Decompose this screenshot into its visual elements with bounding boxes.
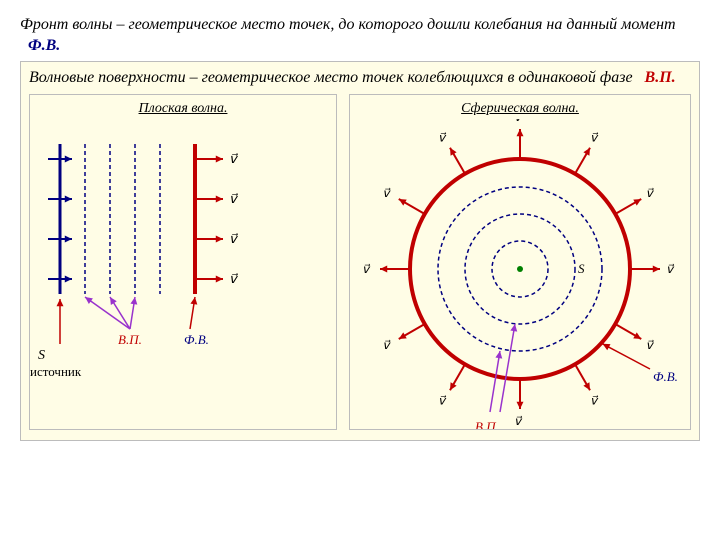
svg-text:S: S xyxy=(38,348,45,363)
svg-text:v⃗: v⃗ xyxy=(590,394,599,408)
svg-text:v⃗: v⃗ xyxy=(229,231,239,246)
svg-text:v⃗: v⃗ xyxy=(514,414,523,428)
def2-text: Волновые поверхности – геометрическое ме… xyxy=(29,69,633,86)
svg-text:В.П.: В.П. xyxy=(475,419,499,429)
svg-text:v⃗: v⃗ xyxy=(438,131,447,145)
svg-text:v⃗: v⃗ xyxy=(590,131,599,145)
spherical-wave-svg: Sv⃗ v⃗ v⃗ v⃗ v⃗ v⃗ v⃗ v⃗ v⃗ v⃗ v⃗ v⃗ В.П. Ф.В. xyxy=(350,119,690,429)
svg-text:v⃗: v⃗ xyxy=(666,262,675,276)
definition-wave-surface: Волновые поверхности – геометрическое ме… xyxy=(29,68,691,89)
svg-text:v⃗: v⃗ xyxy=(229,191,239,206)
svg-text:Ф.В.: Ф.В. xyxy=(653,369,678,384)
svg-text:v⃗: v⃗ xyxy=(362,262,371,276)
svg-text:v⃗: v⃗ xyxy=(229,151,239,166)
svg-text:v⃗: v⃗ xyxy=(646,338,655,352)
svg-text:v⃗: v⃗ xyxy=(229,271,239,286)
def2-abbr: В.П. xyxy=(645,69,676,86)
panel-spherical-wave: Сферическая волна. Sv⃗ v⃗ v⃗ v⃗ v⃗ v⃗ v⃗ v⃗ v⃗ v⃗… xyxy=(349,94,691,430)
svg-text:v⃗: v⃗ xyxy=(646,186,655,200)
svg-text:источник: источник xyxy=(30,364,82,379)
svg-text:S: S xyxy=(578,261,585,276)
definition-wave-front: Фронт волны – геометрическое место точек… xyxy=(20,15,700,57)
spherical-wave-title: Сферическая волна. xyxy=(350,95,690,119)
outer-box: Волновые поверхности – геометрическое ме… xyxy=(20,61,700,442)
diagram-row: Плоская волна. v⃗ v⃗ v⃗ v⃗ Sисточник В.П. Ф.В.… xyxy=(29,94,691,430)
svg-text:В.П.: В.П. xyxy=(118,332,142,347)
def1-text: Фронт волны – геометрическое место точек… xyxy=(20,16,676,33)
plane-wave-title: Плоская волна. xyxy=(30,95,336,119)
svg-text:v⃗: v⃗ xyxy=(382,338,391,352)
panel-plane-wave: Плоская волна. v⃗ v⃗ v⃗ v⃗ Sисточник В.П. Ф.В. xyxy=(29,94,337,430)
svg-text:v⃗: v⃗ xyxy=(382,186,391,200)
svg-text:v⃗: v⃗ xyxy=(514,119,523,124)
def1-abbr: Ф.В. xyxy=(28,37,60,54)
svg-text:v⃗: v⃗ xyxy=(438,394,447,408)
svg-text:Ф.В.: Ф.В. xyxy=(184,332,209,347)
plane-wave-svg: v⃗ v⃗ v⃗ v⃗ Sисточник В.П. Ф.В. xyxy=(30,119,330,399)
